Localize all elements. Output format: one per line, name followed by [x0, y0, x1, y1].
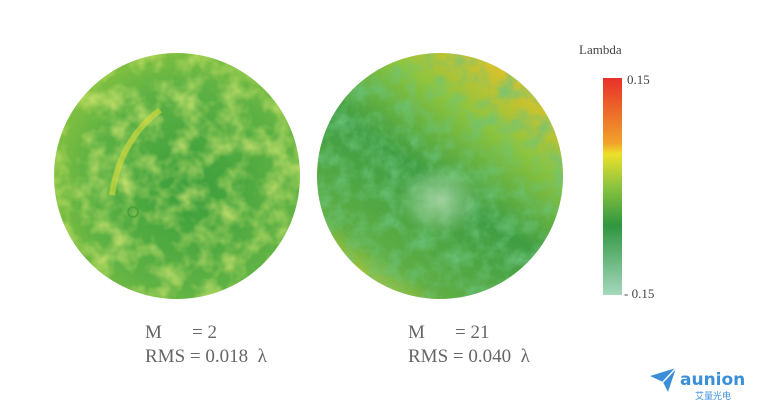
m-label: M — [145, 322, 162, 343]
logo-name: aunion — [680, 370, 745, 390]
colorbar — [603, 78, 622, 295]
colorbar-min: - 0.15 — [624, 286, 654, 301]
m-label: M — [408, 322, 425, 343]
colorbar-max: 0.15 — [627, 72, 650, 87]
colorbar-title: Lambda — [579, 42, 622, 57]
logo-subtitle: 艾量光电 — [695, 390, 731, 402]
rms-label: RMS = 0.018 λ — [145, 346, 268, 367]
m-value: = 2 — [192, 322, 217, 343]
map-left — [54, 53, 300, 299]
m-value: = 21 — [455, 322, 489, 343]
rms-label: RMS = 0.040 λ — [408, 346, 531, 367]
logo: aunion 艾量光电 — [650, 367, 745, 402]
map-right — [317, 53, 563, 299]
